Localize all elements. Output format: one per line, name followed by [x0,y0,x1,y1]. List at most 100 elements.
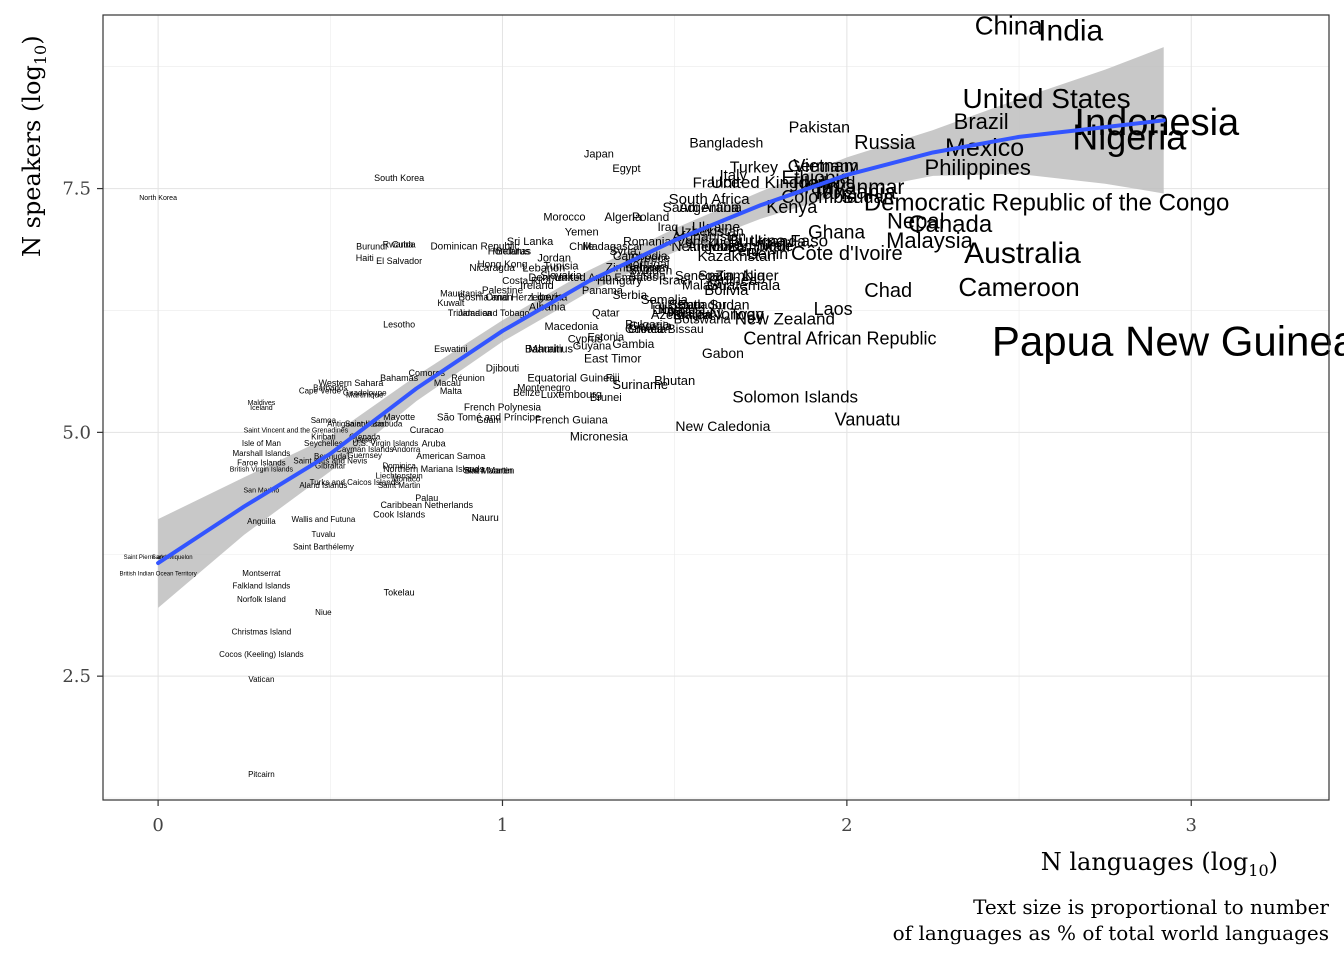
country-label: Malta [440,386,462,396]
country-label: South Sudan [669,296,750,312]
country-label: Macau [434,378,461,388]
country-label: Nauru [472,513,499,524]
country-label: Aruba [422,438,446,448]
country-label: Tajikistan [648,297,701,312]
country-label: Niger [743,267,779,284]
country-label: Bahamas [380,373,419,383]
country-label: Iraq [657,220,678,234]
country-label: French Polynesia [464,403,542,414]
country-label: Argentina [679,199,739,215]
x-tick-label: 0 [152,815,163,836]
country-label: Cameroon [958,272,1079,302]
country-label: Senegal [675,268,723,283]
country-label: Samoa [311,416,337,425]
country-label: Eswatini [434,344,468,354]
country-label: Norfolk Island [237,595,286,604]
country-label: Brunei [590,392,622,404]
country-label: Djibouti [486,364,519,375]
country-label: Indonesia [1074,102,1240,144]
country-label: Papua New Guinea [992,318,1344,365]
country-label: Guernsey [347,451,382,460]
country-label: Kenya [766,197,818,217]
country-label: Malawi [682,278,723,293]
country-label: Democratic Republic of the Congo [864,190,1230,217]
country-label: Costa Rica [502,276,551,287]
country-label: South Korea [374,173,424,183]
country-label: Serbia [613,288,648,302]
y-tick-label: 5.0 [62,422,91,443]
country-label: Cook Islands [373,510,426,520]
country-label: Sweden [629,264,672,278]
country-label: Oman [485,292,512,303]
country-label: Bolivia [704,282,749,299]
country-label: Hungary [597,273,642,287]
country-label: Denmark [528,272,573,284]
confidence-ribbon-layer [158,47,1164,608]
country-label: South Africa [669,191,751,208]
country-label: Guadeloupe [343,388,387,397]
country-label: Falkland Islands [233,582,291,591]
country-label: Tanzania [812,181,896,204]
country-label: Belize [513,388,541,399]
country-label: Bermuda [314,452,347,461]
country-label: Mauritania [440,288,482,298]
country-label: Mali [759,237,790,256]
country-label: Mauritius [528,343,573,355]
country-label: Cyprus [568,334,603,346]
country-label: Bhutan [654,373,695,388]
country-label: Peru [728,243,760,260]
smooth-line [156,118,1166,566]
country-label: Pitcairn [248,770,275,779]
country-label: Georgia [629,319,672,333]
country-label: Grenada [349,432,381,441]
country-label: Kazakhstan [697,248,775,265]
country-label: Rwanda [383,240,416,250]
country-label: Lesotho [383,319,415,329]
country-label: Burkina Faso [728,232,828,251]
country-label: Côte d'Ivoire [791,243,903,265]
x-tick-label: 1 [497,815,508,836]
country-label: New Zealand [735,310,835,329]
country-label: Egypt [612,163,640,175]
country-label: United Arab Emirates [554,272,658,284]
country-label: Namibia [658,302,706,317]
country-label: Vanuatu [835,409,901,429]
country-label: North Korea [139,195,177,202]
country-label: Saint Lucia [345,420,385,429]
country-label: Kiribati [311,432,336,441]
country-label: Belgium [625,261,668,275]
country-label: Pakistan [789,119,850,136]
country-label: Libya [652,302,684,317]
country-label: Solomon Islands [732,388,858,407]
country-label: Cuba [392,240,414,250]
country-label: Jamaica [458,308,492,318]
country-label: Fiji [606,373,620,385]
country-label: Andorra [392,445,421,454]
country-label: Italy [719,167,747,184]
country-label: Aland Islands [299,481,347,490]
country-label: Somalia [641,292,689,307]
country-label: Jordan [537,253,571,265]
country-label: French Guiana [535,415,609,427]
country-label: Saint Vincent and the Grenadines [244,427,349,434]
country-label: Azerbaijan [651,307,712,322]
country-label: Venezuela [676,233,742,249]
country-label: Philippines [925,155,1031,180]
country-label: Micronesia [570,429,628,443]
country-label: Chile [569,241,594,253]
country-label: Mozambique [707,238,793,255]
country-label: U.S. Virgin Islands [353,439,419,448]
country-label: Dominica [382,462,416,471]
smooth-line-layer [156,118,1166,566]
country-label: Cape Verde [299,387,342,396]
caption-line-1: Text size is proportional to number [973,895,1329,919]
country-label: Honduras [488,247,531,258]
country-label: Monaco [392,474,421,483]
country-label: Guatemala [707,277,781,294]
country-label: Maldives [248,400,276,407]
country-label: Mayotte [383,412,415,422]
country-label: Japan [584,148,614,160]
country-label: San Marino [244,488,280,495]
country-label: Sint Maarten [463,466,514,476]
country-label: Caribbean Netherlands [380,500,473,510]
